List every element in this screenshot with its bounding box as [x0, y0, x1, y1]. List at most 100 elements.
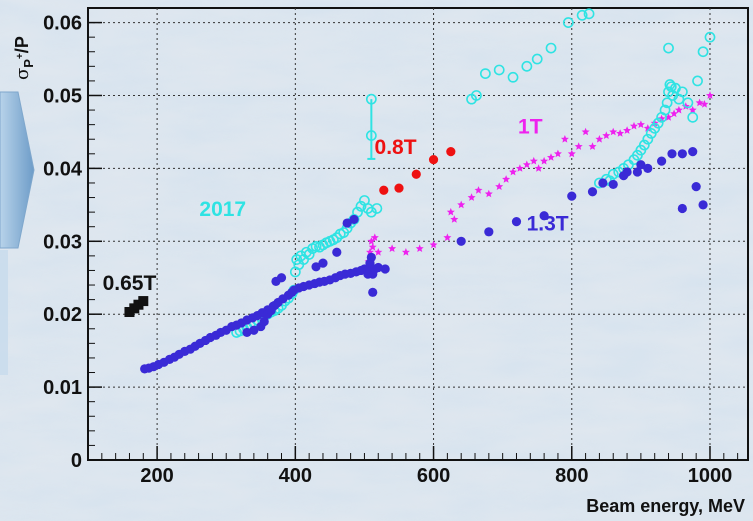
series-square — [124, 296, 149, 318]
data-point-star — [495, 182, 504, 190]
data-point-open-circle — [638, 139, 650, 151]
data-point-circle — [368, 287, 378, 297]
data-point-circle — [598, 178, 608, 188]
data-point-star — [581, 127, 590, 136]
data-point-circle — [643, 163, 653, 173]
annotation-label: 2017 — [199, 198, 246, 221]
data-point-open-circle — [659, 104, 671, 116]
y-axis-label-main: σ — [12, 68, 33, 80]
series-star — [362, 91, 714, 276]
data-point-star — [366, 248, 374, 256]
annotation-label: 0.65T — [103, 272, 157, 295]
data-point-circle — [259, 316, 269, 327]
data-point-star — [688, 105, 697, 114]
data-point-circle — [619, 171, 629, 181]
data-point-star — [446, 207, 455, 216]
annotations: 0.65T 2017 0.8T 1T 1.3T — [103, 115, 569, 295]
data-point-circle — [266, 305, 276, 316]
data-point-star — [674, 105, 683, 114]
data-point-circle — [373, 262, 383, 273]
x-tick-label: 1000 — [688, 465, 733, 487]
data-point-star — [560, 135, 569, 143]
data-point-open-circle — [479, 68, 491, 80]
plot-frame-border — [87, 7, 749, 461]
y-tick-label: 0 — [71, 450, 82, 472]
data-point-circle — [379, 185, 389, 195]
data-point-star — [522, 160, 531, 169]
data-point-star — [616, 129, 625, 137]
data-point-circle — [698, 200, 708, 210]
data-point-open-circle — [355, 200, 367, 212]
data-point-circle — [411, 169, 421, 179]
data-point-circle — [242, 327, 252, 338]
y-tick-label: 0.03 — [43, 231, 82, 253]
data-point-star — [367, 237, 376, 245]
data-point-open-circle — [493, 64, 505, 76]
data-point-open-circle — [470, 90, 482, 101]
x-axis-ticks: 200 400 600 800 1000 — [101, 446, 739, 487]
data-point-star — [388, 244, 397, 252]
annotation-label: 1.3T — [527, 212, 569, 235]
data-point-open-circle — [365, 206, 377, 218]
data-point-star — [695, 98, 704, 107]
data-point-star — [670, 109, 678, 118]
data-point-open-circle — [303, 249, 315, 260]
data-point-open-circle — [365, 93, 377, 105]
svg-text:σP+/P: σP+/P — [12, 36, 36, 80]
data-point-star — [706, 91, 714, 99]
data-point-star — [401, 248, 410, 256]
data-point-star — [474, 186, 483, 194]
x-tick-label: 200 — [140, 465, 173, 487]
data-point-circle — [349, 214, 359, 225]
data-point-star — [368, 242, 377, 251]
data-point-square — [138, 296, 149, 307]
data-point-circle — [539, 211, 549, 221]
data-point-circle — [311, 262, 321, 272]
data-point-circle — [632, 167, 643, 177]
data-point-star — [534, 164, 543, 172]
annotation-label: 1T — [518, 115, 543, 138]
data-point-circle — [587, 187, 598, 197]
data-point-circle — [428, 155, 439, 165]
data-point-star — [630, 121, 638, 130]
data-point-star — [515, 164, 524, 172]
data-series — [124, 8, 716, 374]
data-point-open-circle — [682, 97, 694, 109]
data-point-circle — [608, 179, 618, 190]
annotation-label: 0.8T — [375, 136, 417, 159]
data-point-circle — [394, 183, 404, 193]
data-point-open-circle — [562, 17, 574, 28]
data-point-open-circle — [545, 42, 557, 54]
x-axis-label: Beam energy, MeV — [586, 496, 745, 516]
data-point-star — [567, 149, 576, 158]
data-point-star — [700, 100, 709, 108]
data-point-circle — [677, 203, 687, 214]
data-point-circle — [484, 227, 494, 237]
data-point-star — [457, 200, 466, 209]
data-point-open-circle — [664, 79, 676, 90]
data-point-open-circle — [371, 203, 383, 214]
data-point-circle — [511, 217, 522, 227]
data-point-open-circle — [331, 232, 343, 244]
data-point-circle — [456, 236, 466, 246]
x-tick-label: 800 — [555, 465, 588, 487]
data-point-circle — [667, 149, 677, 159]
y-axis-label-sub: P — [21, 59, 36, 68]
data-point-star — [595, 135, 604, 143]
data-point-circle — [446, 147, 456, 157]
data-point-circle — [567, 191, 577, 201]
data-point-circle — [691, 182, 701, 192]
data-point-star — [467, 193, 476, 201]
plot-frame — [87, 7, 749, 461]
grid — [88, 8, 748, 460]
data-point-star — [509, 167, 517, 176]
data-point-open-circle — [583, 8, 595, 20]
data-point-circle — [332, 247, 342, 257]
data-point-open-circle — [676, 86, 688, 98]
data-point-star — [547, 153, 555, 161]
data-point-star — [554, 149, 562, 158]
data-point-circle — [342, 218, 352, 228]
data-point-open-circle — [607, 168, 619, 180]
data-point-star — [374, 248, 383, 256]
data-point-open-circle — [531, 53, 543, 65]
